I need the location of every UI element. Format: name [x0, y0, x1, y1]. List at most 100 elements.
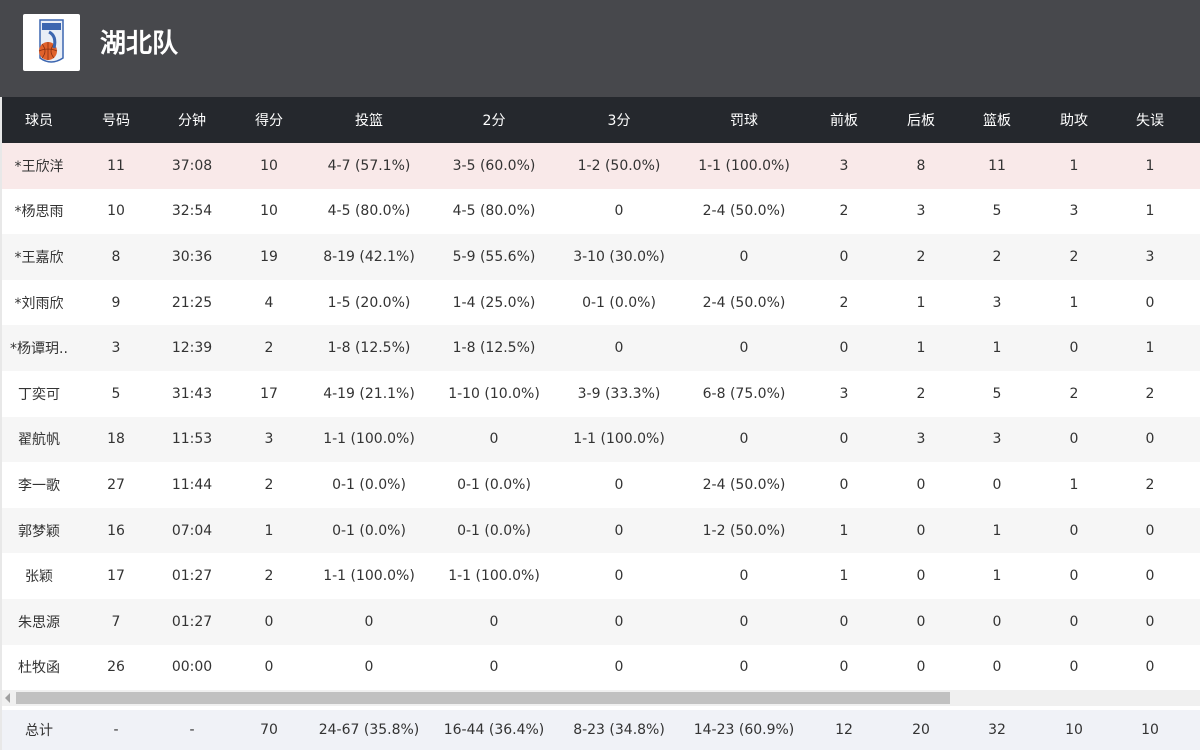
cell-off-reb: 3 — [839, 385, 849, 402]
cell-def-reb: 3 — [916, 203, 926, 220]
column-header-three-pt: 3分 — [607, 113, 631, 129]
cell-two-pt: 0-1 (0.0%) — [457, 522, 531, 539]
total-three-pt: 8-23 (34.8%) — [573, 722, 665, 738]
table-row[interactable]: *杨思雨 10 32:54 10 4-5 (80.0%) 4-5 (80.0%) 0 2-4 … — [2, 188, 1200, 235]
cell-reb: 0 — [992, 613, 1002, 630]
cell-fg: 4-5 (80.0%) — [327, 203, 411, 220]
cell-ft: 1-1 (100.0%) — [698, 157, 790, 174]
cell-fg: 4-7 (57.1%) — [327, 157, 411, 174]
table-row[interactable]: 张颖 17 01:27 2 1-1 (100.0%) 1-1 (100.0%) 0 0 1 0 1 0… — [2, 553, 1200, 599]
cell-off-reb: 0 — [839, 248, 849, 265]
cell-points: 4 — [264, 294, 274, 311]
cell-reb: 5 — [992, 385, 1002, 402]
cell-two-pt: 1-8 (12.5%) — [452, 340, 536, 357]
cell-fg: 0-1 (0.0%) — [332, 522, 406, 539]
cell-two-pt: 4-5 (80.0%) — [452, 203, 536, 220]
scrollbar-thumb[interactable] — [16, 692, 950, 704]
cell-fg: 4-19 (21.1%) — [323, 385, 415, 402]
hubei-team-logo-icon — [38, 19, 64, 63]
scroll-left-arrow-icon[interactable] — [5, 693, 10, 703]
cell-off-reb: 0 — [839, 613, 849, 630]
cell-ast: 0 — [1069, 568, 1079, 585]
table-row[interactable]: *王欣洋 11 37:08 10 4-7 (57.1%) 3-5 (60.0%) 1-2 (… — [2, 143, 1200, 189]
cell-ast: 1 — [1069, 476, 1079, 493]
cell-reb: 5 — [992, 203, 1002, 220]
cell-three-pt: 0 — [614, 659, 624, 676]
stats-table-totals: 总计 - - 70 24-67 (35.8%) 16-44 (36.4%) 8-23 (34… — [2, 710, 1200, 750]
table-row[interactable]: 丁奕可 5 31:43 17 4-19 (21.1%) 1-10 (10.0%) 3-9 (… — [2, 370, 1200, 417]
cell-reb: 0 — [992, 659, 1002, 676]
column-header-off-reb: 前板 — [830, 113, 858, 129]
total-tov: 10 — [1141, 722, 1159, 738]
column-header-minutes: 分钟 — [178, 113, 206, 129]
cell-two-pt: 0 — [489, 431, 499, 448]
horizontal-scrollbar[interactable] — [2, 690, 1200, 706]
cell-two-pt: 1-4 (25.0%) — [452, 294, 536, 311]
cell-minutes: 21:25 — [171, 294, 213, 311]
cell-tov: 0 — [1145, 659, 1155, 676]
table-row[interactable]: 朱思源 7 01:27 0 0 0 0 0 0 0 0 0 0 — [2, 598, 1200, 645]
cell-points: 3 — [264, 431, 274, 448]
cell-tov: 0 — [1145, 294, 1155, 311]
cell-number: 17 — [107, 568, 125, 585]
cell-def-reb: 0 — [916, 613, 926, 630]
cell-ft: 1-2 (50.0%) — [702, 522, 786, 539]
cell-ast: 2 — [1069, 248, 1079, 265]
cell-reb: 0 — [992, 476, 1002, 493]
cell-minutes: 07:04 — [171, 522, 213, 539]
cell-fg: 1-1 (100.0%) — [323, 568, 415, 585]
cell-three-pt: 1-1 (100.0%) — [573, 431, 665, 448]
cell-points: 19 — [260, 248, 278, 265]
table-row[interactable]: 杜牧函 26 00:00 0 0 0 0 0 0 0 0 0 0 — [2, 644, 1200, 691]
cell-ft: 0 — [739, 340, 749, 357]
column-header-ast: 助攻 — [1060, 113, 1088, 129]
cell-player: *刘雨欣 — [14, 295, 64, 312]
total-reb: 32 — [988, 722, 1006, 738]
cell-player: 朱思源 — [18, 614, 60, 631]
table-row[interactable]: 郭梦颖 16 07:04 1 0-1 (0.0%) 0-1 (0.0%) 0 1-2 (50.… — [2, 507, 1200, 554]
cell-tov: 1 — [1145, 157, 1155, 174]
cell-off-reb: 1 — [839, 568, 849, 585]
cell-ft: 2-4 (50.0%) — [702, 294, 786, 311]
cell-ast: 0 — [1069, 340, 1079, 357]
table-row[interactable]: *王嘉欣 8 30:36 19 8-19 (42.1%) 5-9 (55.6%) 3-10 … — [2, 234, 1200, 280]
cell-player: 李一歌 — [18, 477, 60, 494]
cell-player: *王嘉欣 — [14, 249, 64, 266]
cell-two-pt: 0-1 (0.0%) — [457, 476, 531, 493]
cell-ft: 6-8 (75.0%) — [702, 385, 786, 402]
cell-ft: 0 — [739, 659, 749, 676]
column-header-reb: 篮板 — [983, 113, 1011, 129]
cell-fg: 0 — [364, 659, 374, 676]
table-row[interactable]: *杨谭玥.. 3 12:39 2 1-8 (12.5%) 1-8 (12.5%) 0 0 0 1 1… — [2, 325, 1200, 371]
cell-minutes: 01:27 — [171, 568, 213, 585]
cell-points: 2 — [264, 568, 274, 585]
table-row[interactable]: *刘雨欣 9 21:25 4 1-5 (20.0%) 1-4 (25.0%) 0-1 (0.… — [2, 279, 1200, 326]
cell-three-pt: 3-9 (33.3%) — [577, 385, 661, 402]
table-row[interactable]: 李一歌 27 11:44 2 0-1 (0.0%) 0-1 (0.0%) 0 2-4 (50.… — [2, 462, 1200, 508]
cell-three-pt: 0 — [614, 203, 624, 220]
table-row[interactable]: 翟航帆 18 11:53 3 1-1 (100.0%) 0 1-1 (100.0%) 0 0 3 3… — [2, 416, 1200, 463]
cell-points: 10 — [260, 203, 278, 220]
cell-two-pt: 5-9 (55.6%) — [452, 248, 536, 265]
cell-two-pt: 0 — [489, 659, 499, 676]
cell-reb: 3 — [992, 431, 1002, 448]
cell-off-reb: 3 — [839, 157, 849, 174]
cell-points: 17 — [260, 385, 278, 402]
cell-two-pt: 1-10 (10.0%) — [448, 385, 540, 402]
cell-tov: 0 — [1145, 522, 1155, 539]
team-logo — [23, 14, 80, 71]
cell-ft: 2-4 (50.0%) — [702, 476, 786, 493]
cell-number: 3 — [111, 340, 121, 357]
cell-player: 郭梦颖 — [18, 523, 60, 540]
cell-player: *杨思雨 — [14, 204, 64, 221]
column-header-player: 球员 — [25, 113, 53, 129]
cell-fg: 8-19 (42.1%) — [323, 248, 415, 265]
total-ft: 14-23 (60.9%) — [693, 722, 795, 738]
cell-reb: 2 — [992, 248, 1002, 265]
total-number: - — [113, 722, 119, 738]
cell-tov: 0 — [1145, 613, 1155, 630]
cell-tov: 0 — [1145, 568, 1155, 585]
total-ast: 10 — [1065, 722, 1083, 738]
cell-two-pt: 0 — [489, 613, 499, 630]
cell-tov: 3 — [1145, 248, 1155, 265]
